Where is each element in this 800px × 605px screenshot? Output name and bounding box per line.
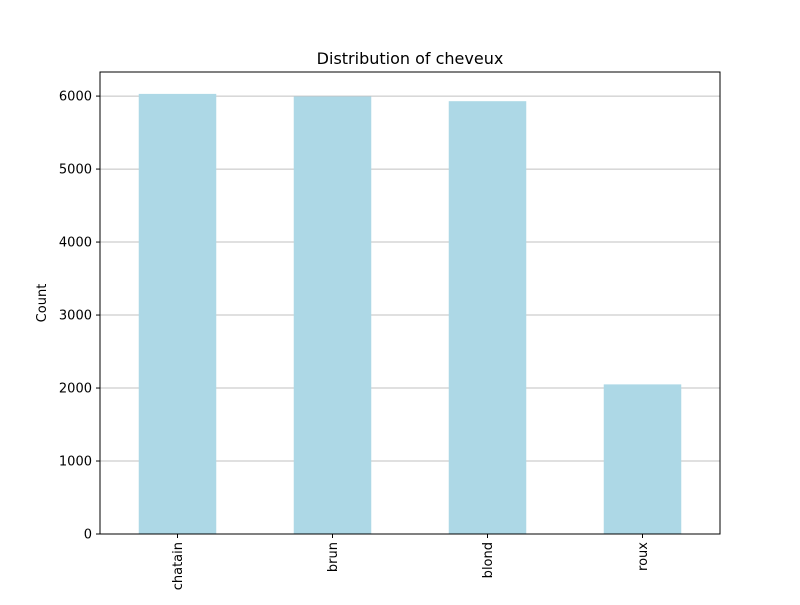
bar-chatain	[138, 93, 217, 534]
y-tick-label: 5000	[59, 163, 92, 178]
x-tick-label: chatain	[171, 542, 186, 590]
chart-title: Distribution of cheveux	[317, 49, 504, 68]
x-tick-label: blond	[481, 542, 496, 578]
x-tick-label: roux	[636, 542, 651, 571]
y-tick-label: 2000	[59, 382, 92, 397]
y-tick-label: 3000	[59, 309, 92, 324]
bar-brun	[293, 96, 372, 535]
y-axis-ticks: 0 1000 2000 3000 4000 5000 6000	[59, 90, 100, 543]
x-axis-ticks: chatain brun blond roux	[171, 534, 651, 590]
y-tick-label: 4000	[59, 236, 92, 251]
y-tick-label: 0	[84, 528, 92, 543]
bar-blond	[448, 101, 527, 535]
y-axis-label: Count	[35, 284, 50, 323]
bar-roux	[603, 384, 682, 534]
bars	[138, 93, 682, 535]
plot-frame	[99, 71, 721, 535]
y-tick-label: 1000	[59, 455, 92, 470]
x-tick-label: brun	[326, 542, 341, 572]
y-tick-label: 6000	[59, 90, 92, 105]
